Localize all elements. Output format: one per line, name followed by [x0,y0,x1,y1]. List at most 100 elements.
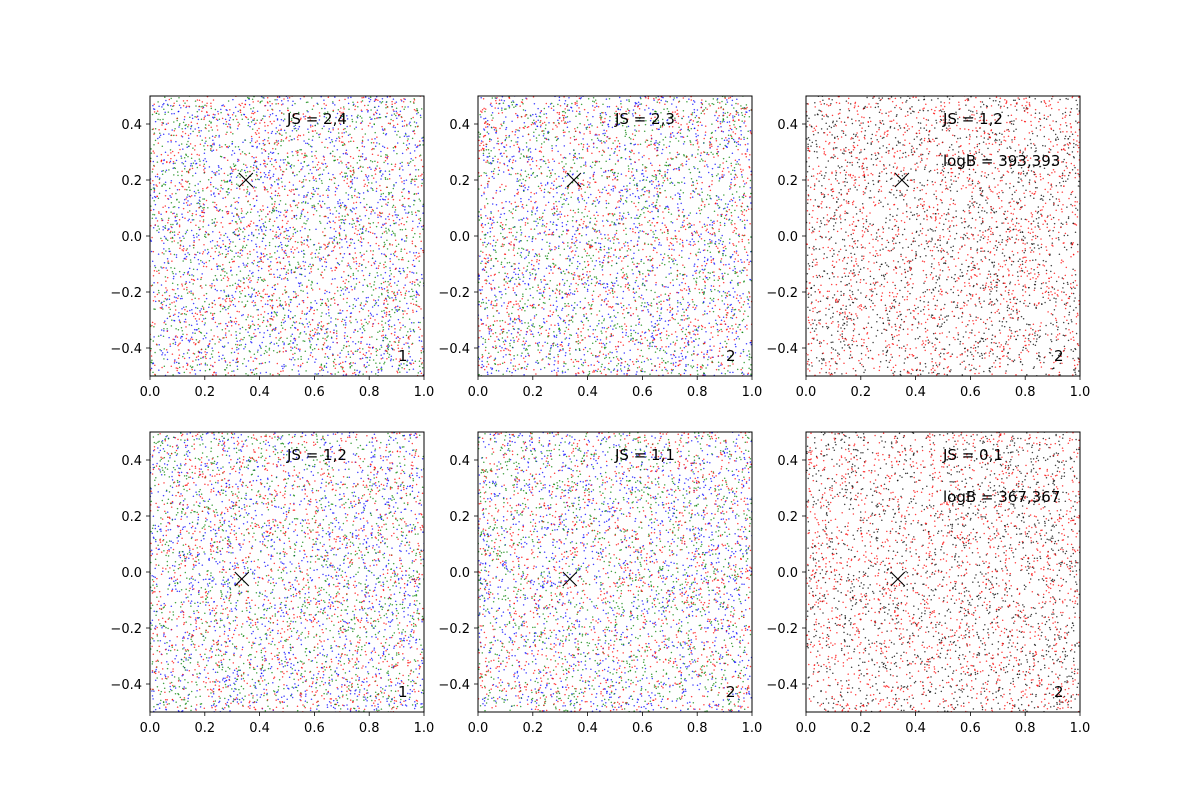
scatter-point [628,303,630,306]
scatter-point [226,181,229,183]
scatter-point [150,347,152,350]
scatter-point [185,313,187,316]
scatter-point [355,201,358,204]
scatter-point [327,357,330,359]
scatter-point [332,173,334,176]
scatter-point [341,260,343,262]
scatter-point [192,352,195,355]
scatter-point [374,212,376,214]
scatter-point [278,304,281,307]
scatter-point [172,160,175,163]
scatter-point [209,181,212,184]
scatter-point [268,347,271,350]
scatter-point [258,142,261,145]
scatter-point [273,209,276,211]
scatter-point [197,183,199,185]
scatter-point [217,265,220,267]
scatter-point [231,219,234,222]
scatter-point [355,228,357,230]
scatter-point [239,228,242,231]
scatter-point [393,185,395,187]
scatter-point [343,131,345,134]
scatter-point [301,210,303,212]
scatter-point [153,144,155,146]
scatter-point [247,200,250,202]
scatter-point [650,336,653,338]
scatter-point [246,190,249,192]
scatter-point [636,226,639,229]
scatter-point [281,134,283,137]
scatter-point [223,234,225,237]
scatter-point [238,218,241,220]
scatter-point [375,350,378,353]
scatter-point [407,331,409,333]
scatter-point [304,215,306,218]
scatter-point [365,230,367,232]
scatter-point [342,128,345,131]
scatter-point [341,349,343,352]
scatter-point [219,339,222,341]
scatter-point [709,289,712,291]
scatter-point [348,264,350,266]
scatter-point [369,317,372,319]
scatter-point [262,280,265,283]
scatter-point [411,271,413,274]
scatter-point [384,160,387,162]
scatter-point [375,98,378,101]
scatter-point [302,290,304,292]
scatter-point [380,102,383,104]
scatter-point [328,178,331,181]
scatter-point [378,368,380,371]
scatter-point [363,305,365,307]
scatter-point [352,257,354,259]
scatter-point [294,291,296,293]
scatter-point [617,124,619,126]
scatter-point [188,281,191,284]
scatter-point [415,169,417,171]
scatter-point [311,252,313,254]
scatter-point [347,262,349,265]
scatter-point [399,300,401,302]
scatter-point [527,188,529,191]
scatter-point [331,269,333,272]
scatter-point [350,285,353,288]
scatter-point [251,261,253,264]
scatter-point [367,182,370,184]
scatter-point [419,200,422,202]
scatter-point [259,163,262,166]
scatter-point [269,100,271,103]
scatter-point [420,185,423,187]
scatter-point [153,165,156,167]
scatter-point [352,169,355,171]
scatter-point [224,256,227,258]
scatter-point [185,368,188,370]
scatter-point [639,119,641,122]
scatter-point [202,190,204,192]
scatter-point [258,132,260,134]
scatter-point [358,281,361,284]
scatter-point [317,323,319,326]
scatter-point [204,363,207,366]
scatter-point [264,165,266,167]
scatter-point [218,144,221,146]
scatter-point [256,145,258,148]
scatter-point [490,224,493,226]
scatter-point [187,219,189,222]
scatter-point [215,134,217,137]
scatter-point [287,343,290,345]
scatter-point [411,211,413,213]
scatter-point [155,217,157,219]
scatter-point [348,291,350,294]
scatter-point [386,347,389,349]
scatter-point [187,200,189,202]
scatter-point [412,362,415,364]
scatter-point [284,216,287,218]
scatter-point [369,346,371,349]
scatter-point [418,255,421,257]
scatter-point [335,116,337,119]
scatter-point [293,138,296,140]
scatter-point [604,366,606,369]
scatter-point [345,241,348,243]
scatter-point [606,285,609,288]
scatter-point [285,168,288,170]
